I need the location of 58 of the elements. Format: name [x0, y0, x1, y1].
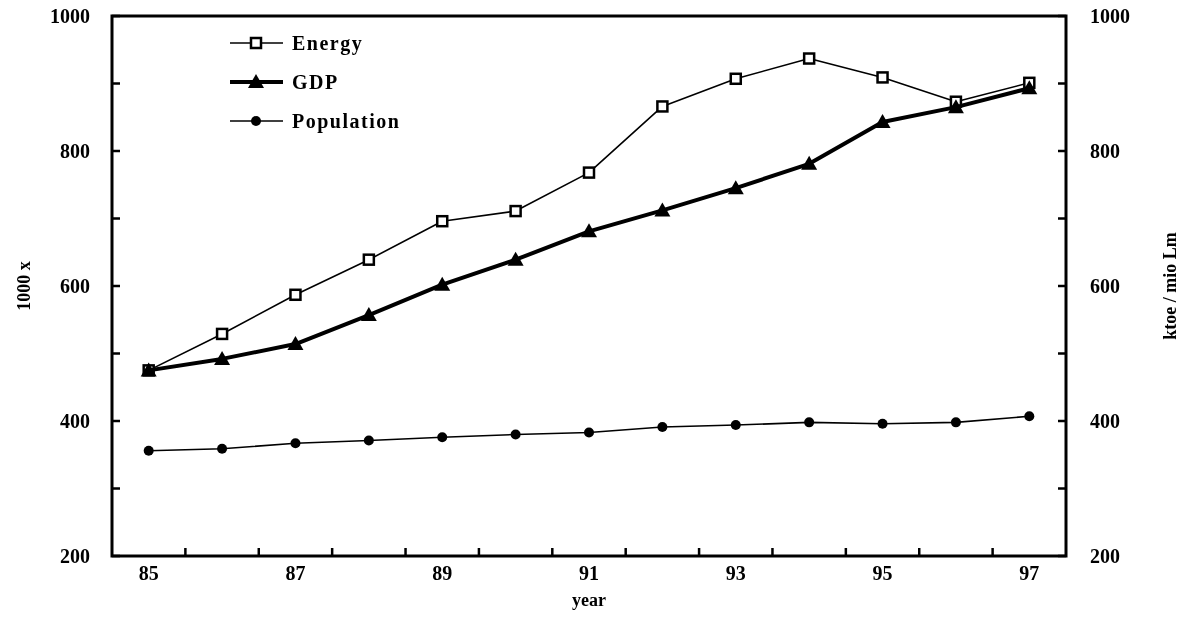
x-tick-label: 87 [285, 562, 306, 584]
point [217, 443, 228, 454]
point [287, 336, 304, 351]
y2-tick-label: 400 [1090, 410, 1120, 432]
point [876, 71, 889, 84]
point [802, 52, 816, 65]
y2-tick-label: 1000 [1090, 5, 1130, 27]
x-tick-label: 91 [579, 562, 599, 584]
point [804, 417, 815, 428]
legend-label: Population [292, 110, 401, 133]
y2-axis-title: ktoe / mio Lm [1160, 232, 1180, 340]
y-tick-label: 1000 [50, 5, 90, 27]
point [509, 204, 522, 218]
point [434, 276, 451, 291]
y-tick-label: 200 [60, 545, 90, 567]
y-tick-label: 600 [60, 275, 90, 297]
x-tick-label: 85 [138, 562, 159, 584]
y2-tick-label: 600 [1090, 275, 1120, 297]
point [1021, 80, 1038, 95]
point [290, 438, 301, 449]
x-tick-label: 97 [1019, 562, 1040, 584]
point [584, 427, 594, 438]
point [362, 253, 376, 266]
x-axis-title: year [572, 590, 606, 610]
point [947, 99, 964, 114]
point [143, 445, 154, 456]
y-tick-label: 800 [60, 140, 90, 162]
point [1024, 411, 1035, 422]
y-tick-label: 400 [60, 410, 90, 432]
y2-tick-label: 200 [1090, 545, 1120, 567]
point [215, 327, 229, 341]
point [437, 432, 448, 443]
point [801, 155, 818, 170]
legend-label: Energy [292, 32, 364, 55]
point [656, 100, 669, 113]
point [657, 422, 668, 433]
point [730, 420, 741, 431]
point [950, 417, 961, 428]
point [582, 166, 596, 179]
x-tick-label: 89 [432, 562, 453, 584]
point [510, 429, 521, 440]
point [877, 418, 888, 429]
point [360, 307, 377, 322]
point [289, 288, 302, 302]
y-axis-title: 1000 x [14, 261, 34, 311]
y2-tick-label: 800 [1090, 140, 1120, 162]
legend-label: GDP [292, 71, 339, 93]
point [214, 350, 231, 365]
point [654, 202, 671, 217]
point [363, 435, 374, 446]
point [435, 214, 449, 228]
point [581, 223, 597, 238]
point [729, 72, 743, 86]
point [727, 180, 744, 195]
x-tick-label: 95 [872, 562, 893, 584]
point [507, 251, 524, 266]
point [874, 113, 891, 128]
x-tick-label: 93 [725, 562, 746, 584]
